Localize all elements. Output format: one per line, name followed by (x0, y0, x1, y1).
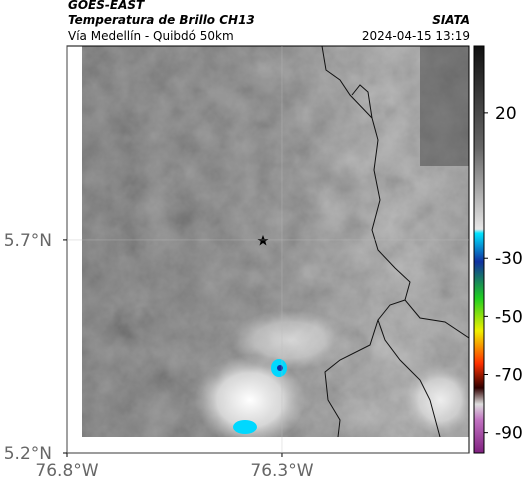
y-tick-label: 5.7°N (4, 231, 52, 251)
colorbar-tick-label: -90 (495, 424, 523, 444)
colorbar-tick-label: -70 (495, 366, 523, 386)
y-tick-label: 5.2°N (4, 444, 52, 464)
timestamp: 2024-04-15 13:19 (362, 29, 470, 43)
subtitle: Vía Medellín - Quibdó 50km (68, 29, 234, 43)
x-tick-label: 76.8°W (35, 461, 98, 481)
product: GOES-EAST (68, 0, 145, 12)
source: SIATA (432, 13, 470, 27)
location-marker (257, 235, 269, 246)
title: Temperatura de Brillo CH13 (68, 13, 255, 27)
colorbar-tick-label: 20 (495, 104, 517, 124)
x-tick-label: 76.3°W (250, 461, 313, 481)
colorbar-tick-label: -50 (495, 307, 523, 327)
satellite-image (82, 46, 469, 437)
colorbar (473, 45, 485, 454)
colorbar-tick-label: -30 (495, 249, 523, 269)
